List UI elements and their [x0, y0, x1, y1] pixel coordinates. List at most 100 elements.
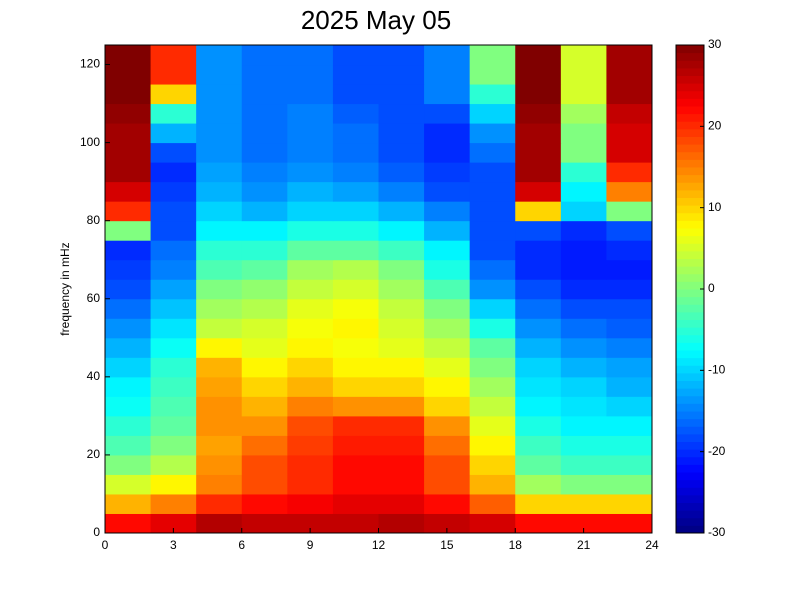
heatmap-cell	[606, 45, 653, 66]
colorbar-swatch	[676, 136, 704, 145]
colorbar-swatch	[676, 45, 704, 54]
heatmap-cell	[105, 123, 152, 144]
heatmap-cell	[150, 181, 197, 202]
x-tick-label: 9	[307, 538, 314, 552]
colorbar-swatch	[676, 464, 704, 473]
heatmap-cell	[241, 493, 288, 514]
heatmap-cell	[424, 318, 471, 339]
x-tick-label: 3	[170, 538, 177, 552]
heatmap-cell	[287, 220, 334, 241]
colorbar-swatch	[676, 250, 704, 259]
heatmap-cell	[332, 493, 379, 514]
heatmap-cell	[241, 64, 288, 85]
heatmap-cell	[241, 513, 288, 534]
y-axis-label: frequency in mHz	[58, 242, 72, 335]
heatmap-cell	[241, 84, 288, 105]
heatmap-cell	[378, 123, 425, 144]
heatmap-cell	[378, 240, 425, 261]
heatmap-cell	[150, 474, 197, 495]
heatmap-cell	[378, 298, 425, 319]
x-tick-label: 18	[509, 538, 523, 552]
heatmap-cell	[424, 240, 471, 261]
heatmap-cell	[332, 181, 379, 202]
heatmap-cell	[515, 123, 562, 144]
heatmap-cell	[515, 357, 562, 378]
colorbar-swatch	[676, 456, 704, 465]
heatmap-cell	[332, 142, 379, 163]
heatmap-cell	[105, 376, 152, 397]
heatmap-cell	[287, 142, 334, 163]
heatmap-cell	[241, 279, 288, 300]
colorbar-swatch	[676, 494, 704, 503]
heatmap-cell	[287, 376, 334, 397]
heatmap-cell	[241, 337, 288, 358]
heatmap-cell	[378, 337, 425, 358]
heatmap-cell	[332, 396, 379, 417]
colorbar-swatch	[676, 243, 704, 252]
heatmap-cell	[469, 318, 516, 339]
heatmap-cell	[150, 357, 197, 378]
heatmap-cell	[150, 103, 197, 124]
heatmap-cell	[424, 435, 471, 456]
heatmap-cell	[105, 259, 152, 280]
heatmap-cell	[515, 201, 562, 222]
heatmap-cell	[287, 493, 334, 514]
heatmap-cell	[424, 64, 471, 85]
colorbar-swatch	[676, 388, 704, 397]
heatmap-cell	[378, 162, 425, 183]
heatmap-cell	[560, 474, 607, 495]
heatmap-cell	[560, 45, 607, 66]
heatmap-cell	[196, 162, 243, 183]
heatmap-cell	[105, 454, 152, 475]
heatmap-cell	[332, 103, 379, 124]
heatmap-cell	[560, 396, 607, 417]
heatmap-cell	[150, 201, 197, 222]
colorbar-swatch	[676, 372, 704, 381]
heatmap-cell	[105, 298, 152, 319]
heatmap-cell	[424, 142, 471, 163]
heatmap-cell	[150, 259, 197, 280]
colorbar-swatch	[676, 441, 704, 450]
heatmap-cell	[105, 201, 152, 222]
heatmap-cell	[332, 435, 379, 456]
heatmap-cell	[287, 337, 334, 358]
heatmap-cell	[378, 357, 425, 378]
heatmap-cell	[287, 123, 334, 144]
heatmap-cell	[378, 493, 425, 514]
heatmap-cell	[378, 415, 425, 436]
heatmap-cell	[196, 376, 243, 397]
heatmap-cell	[560, 279, 607, 300]
heatmap-cell	[150, 220, 197, 241]
heatmap-cell	[105, 474, 152, 495]
colorbar-swatch	[676, 311, 704, 320]
x-tick-label: 21	[577, 538, 591, 552]
heatmap-cell	[241, 298, 288, 319]
heatmap-cell	[196, 415, 243, 436]
heatmap-cell	[469, 220, 516, 241]
heatmap-cell	[196, 240, 243, 261]
heatmap-cell	[105, 415, 152, 436]
heatmap-cell	[469, 84, 516, 105]
heatmap-cell	[515, 142, 562, 163]
heatmap-cell	[469, 201, 516, 222]
heatmap-cell	[196, 64, 243, 85]
heatmap-cell	[105, 493, 152, 514]
colorbar-swatch	[676, 273, 704, 282]
heatmap-cell	[332, 259, 379, 280]
heatmap-cell	[196, 123, 243, 144]
colorbar-swatch	[676, 266, 704, 275]
heatmap-cell	[332, 357, 379, 378]
colorbar-swatch	[676, 121, 704, 130]
heatmap-cell	[606, 318, 653, 339]
colorbar-swatch	[676, 106, 704, 115]
heatmap-cell	[196, 84, 243, 105]
heatmap-cell	[241, 318, 288, 339]
colorbar-swatch	[676, 319, 704, 328]
heatmap-cell	[469, 162, 516, 183]
heatmap-cell	[150, 279, 197, 300]
heatmap-cell	[606, 435, 653, 456]
heatmap-cell	[560, 220, 607, 241]
colorbar-swatch	[676, 90, 704, 99]
x-tick-label: 24	[645, 538, 659, 552]
